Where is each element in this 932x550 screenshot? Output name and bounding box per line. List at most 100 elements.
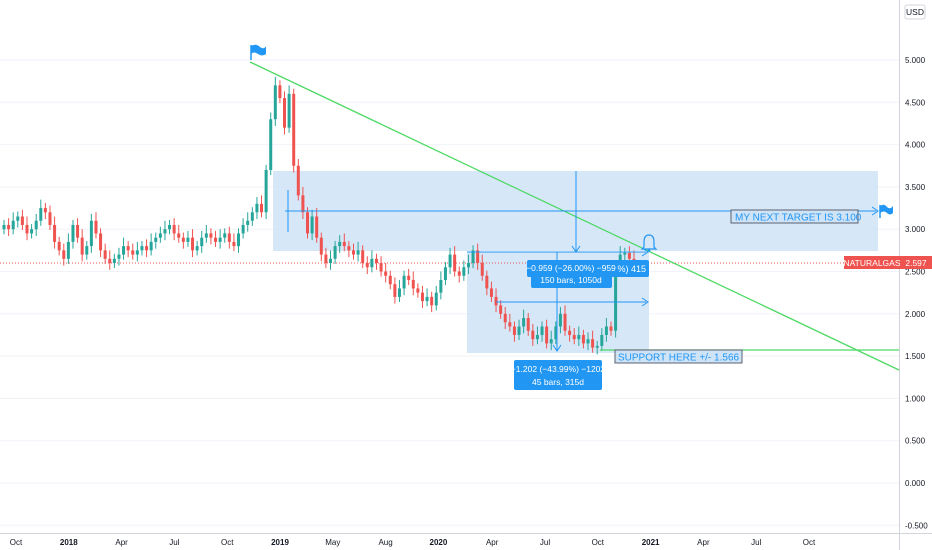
candle-body <box>89 220 93 247</box>
candle-body <box>255 203 259 213</box>
measure-2-label[interactable] <box>514 360 602 390</box>
candle-body <box>310 216 314 234</box>
candle-body <box>158 233 162 238</box>
measure-1-partial-text: %) 415 <box>617 264 646 274</box>
candle-body <box>351 250 355 255</box>
candle-body <box>315 216 319 238</box>
candle-body <box>200 237 204 247</box>
candle-body <box>2 224 6 230</box>
candle-body <box>140 246 144 251</box>
candle-body <box>131 250 135 255</box>
candle-body <box>223 233 227 238</box>
y-tick-label: 0.000 <box>905 479 926 488</box>
candle-body <box>595 345 599 348</box>
y-tick-label: 5.000 <box>905 56 926 65</box>
candle-body <box>568 330 572 335</box>
candle-body <box>154 237 158 242</box>
currency-label: USD <box>906 7 924 17</box>
candle-body <box>301 195 305 213</box>
candle-body <box>503 313 507 323</box>
candle-body <box>627 252 631 259</box>
y-tick-label: -0.500 <box>905 521 928 530</box>
candle-body <box>11 220 15 230</box>
x-tick-label: 2021 <box>642 538 660 547</box>
candle-body <box>347 246 351 251</box>
x-tick-label: Apr <box>115 538 128 547</box>
x-tick-label: 2020 <box>430 538 448 547</box>
candle-body <box>117 254 121 259</box>
flag-icon[interactable] <box>250 44 266 60</box>
candle-body <box>287 93 291 128</box>
x-tick-label: May <box>325 538 340 547</box>
x-axis[interactable]: Oct 2018 Apr Jul Oct 2019 May Aug 2020 Apr Jul Oct 2… <box>10 538 816 547</box>
candle-body <box>517 326 521 335</box>
candle-body <box>103 250 107 259</box>
candle-body <box>99 233 103 251</box>
support-note-box[interactable] <box>614 349 743 364</box>
candle-body <box>342 241 346 247</box>
currency-box[interactable] <box>904 4 926 20</box>
candle-body <box>522 318 526 327</box>
measure-1-line1: −0.959 (−26.00%) −959 <box>526 263 616 273</box>
candle-body <box>328 258 332 264</box>
candle-body <box>57 241 61 251</box>
trendline[interactable] <box>249 61 900 371</box>
candle-body <box>237 233 241 247</box>
last-price-label: 2.597 <box>905 258 927 268</box>
candle-body <box>462 267 466 276</box>
candle-body <box>53 224 57 242</box>
candle-body <box>25 224 29 234</box>
candle-body <box>168 224 172 230</box>
candle-body <box>494 296 498 306</box>
candle-body <box>545 326 549 344</box>
candle-body <box>94 220 98 234</box>
candle-body <box>319 237 323 255</box>
candle-body <box>269 119 273 170</box>
candle-body <box>572 334 576 340</box>
candle-body <box>48 212 52 225</box>
x-tick-label: Oct <box>10 538 23 547</box>
x-tick-label: Oct <box>803 538 816 547</box>
candle-body <box>177 233 181 238</box>
candle-body <box>453 254 457 272</box>
symbol-tag[interactable] <box>844 256 900 269</box>
candle-body <box>34 220 38 230</box>
candle-body <box>273 85 277 120</box>
measure-2-line2: 45 bars, 315d <box>532 377 584 387</box>
candle-body <box>416 288 420 293</box>
candle-body <box>471 250 475 264</box>
candle-body <box>191 237 195 251</box>
y-axis[interactable]: 5.000 4.500 4.000 3.500 3.000 2.500 2.000 1.500… <box>905 56 928 530</box>
candle-body <box>379 263 383 272</box>
candle-body <box>623 252 627 255</box>
candle-body <box>172 224 176 234</box>
target-note-box[interactable] <box>730 209 859 224</box>
candle-body <box>278 85 282 99</box>
candle-body <box>407 275 411 280</box>
target-ray-arrow <box>871 206 879 216</box>
alert-bell-icon[interactable] <box>640 234 658 252</box>
candle-body <box>204 233 208 238</box>
candle-body <box>80 237 84 255</box>
candle-body <box>209 233 213 238</box>
measure-1-line2: 150 bars, 1050d <box>540 275 602 285</box>
candle-body <box>324 254 328 264</box>
candle-body <box>531 330 535 340</box>
candle-body <box>370 258 374 268</box>
candle-body <box>39 208 43 221</box>
measure-1-label[interactable] <box>531 260 612 288</box>
candle-body <box>581 334 585 344</box>
candle-body <box>76 224 80 238</box>
y-tick-label: 3.500 <box>905 183 926 192</box>
candle-body <box>558 313 562 327</box>
candle-body <box>306 212 310 234</box>
candle-body <box>135 250 139 255</box>
candle-body <box>549 339 553 344</box>
candle-body <box>16 216 20 221</box>
end-flag-icon[interactable] <box>879 204 893 218</box>
candle-body <box>296 165 300 196</box>
last-price-tag[interactable] <box>900 256 932 269</box>
candle-body <box>563 313 567 331</box>
candle-body <box>71 224 75 242</box>
